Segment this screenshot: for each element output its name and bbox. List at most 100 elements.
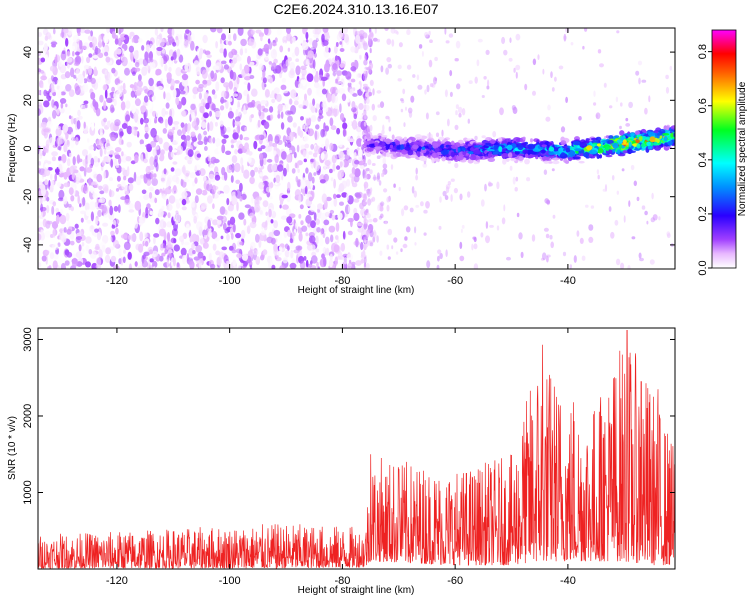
- heatmap-cell: [411, 186, 415, 194]
- heatmap-cell: [75, 51, 80, 56]
- heatmap-cell: [150, 170, 154, 180]
- heatmap-cell: [40, 211, 43, 217]
- heatmap-cell: [320, 228, 323, 236]
- heatmap-cell: [596, 169, 600, 175]
- heatmap-cell: [338, 256, 345, 260]
- heatmap-cell: [190, 103, 196, 111]
- heatmap-cell: [193, 215, 198, 224]
- heatmap-cell: [623, 215, 626, 223]
- heatmap-cell: [133, 81, 138, 91]
- heatmap-cell: [63, 227, 67, 233]
- heatmap-cell: [156, 135, 160, 142]
- heatmap-cell: [314, 145, 321, 155]
- heatmap-cell: [235, 248, 242, 254]
- heatmap-cell: [336, 33, 342, 41]
- heatmap-cell: [372, 217, 378, 223]
- heatmap-cell: [389, 151, 397, 155]
- heatmap-cell: [453, 187, 458, 194]
- heatmap-cell: [93, 143, 97, 151]
- heatmap-cell: [244, 142, 250, 150]
- heatmap-cell: [267, 38, 271, 44]
- heatmap-cell: [285, 110, 292, 116]
- heatmap-cell: [69, 166, 74, 174]
- heatmap-cell: [118, 28, 124, 33]
- heatmap-cell: [191, 32, 195, 41]
- heatmap-cell: [279, 45, 284, 53]
- heatmap-cell: [45, 250, 50, 255]
- heatmap-cell: [130, 233, 137, 242]
- heatmap-cell: [333, 178, 336, 189]
- heatmap-cell: [225, 150, 232, 155]
- heatmap-cell: [588, 224, 594, 231]
- heatmap-cell: [90, 211, 94, 222]
- heatmap-cell: [374, 146, 383, 150]
- heatmap-cell: [503, 49, 508, 56]
- heatmap-cell: [551, 157, 560, 161]
- heatmap-cell: [175, 67, 182, 77]
- heatmap-cell: [201, 202, 208, 209]
- heatmap-cell: [364, 66, 368, 70]
- heatmap-cell: [99, 197, 106, 203]
- heatmap-cell: [144, 51, 149, 61]
- heatmap-cell: [473, 243, 478, 250]
- heatmap-cell: [281, 77, 287, 83]
- heatmap-cell: [276, 93, 282, 103]
- heatmap-cell: [234, 120, 241, 127]
- heatmap-cell: [298, 194, 302, 203]
- heatmap-cell: [55, 125, 62, 130]
- heatmap-cell: [633, 180, 637, 187]
- heatmap-cell: [145, 206, 149, 216]
- heatmap-cell: [178, 31, 184, 36]
- heatmap-cell: [602, 188, 607, 192]
- heatmap-cell: [330, 177, 334, 182]
- heatmap-cell: [468, 80, 473, 84]
- heatmap-cell: [542, 68, 545, 75]
- heatmap-cell: [144, 232, 148, 238]
- heatmap-cell: [454, 124, 459, 130]
- heatmap-cell: [153, 236, 156, 245]
- heatmap-cell: [172, 161, 178, 165]
- heatmap-cell: [608, 135, 614, 140]
- heatmap-cell: [293, 100, 299, 106]
- heatmap-cell: [378, 215, 382, 220]
- heatmap-cell: [485, 235, 490, 244]
- heatmap-cell: [183, 38, 188, 49]
- heatmap-cell: [514, 187, 518, 192]
- heatmap-cell: [95, 257, 102, 268]
- snr-y-tick-label: 1000: [22, 480, 34, 504]
- heatmap-cell: [45, 54, 48, 62]
- heatmap-cell: [40, 75, 48, 81]
- heatmap-cell: [60, 234, 67, 243]
- heatmap-cell: [440, 144, 445, 149]
- heatmap-cell: [80, 103, 83, 109]
- heatmap-cell: [609, 105, 613, 109]
- heatmap-cell: [355, 237, 359, 248]
- heatmap-cell: [231, 249, 237, 254]
- heatmap-cell: [582, 45, 585, 50]
- heatmap-cell: [240, 229, 246, 239]
- heatmap-cell: [450, 178, 455, 182]
- heatmap-cell: [473, 237, 477, 243]
- heatmap-cell: [388, 126, 392, 132]
- colorbar-tick-label: 0.2: [697, 206, 709, 221]
- heatmap-cell: [85, 209, 91, 217]
- heatmap-cell: [137, 38, 143, 43]
- heatmap-cell: [280, 215, 288, 220]
- heatmap-cell: [254, 203, 261, 213]
- heatmap-cell: [49, 252, 55, 260]
- heatmap-cell: [321, 33, 325, 43]
- heatmap-cell: [219, 48, 224, 54]
- heatmap-cell: [234, 162, 241, 173]
- heatmap-cell: [565, 96, 568, 103]
- heatmap-cell: [305, 167, 309, 174]
- heatmap-cell: [454, 58, 459, 62]
- heatmap-cell: [425, 201, 430, 209]
- heatmap-cell: [298, 214, 302, 219]
- heatmap-cell: [236, 56, 242, 62]
- heatmap-cell: [226, 260, 231, 265]
- heatmap-cell: [214, 110, 221, 118]
- heatmap-cell: [486, 149, 495, 152]
- heatmap-cell: [302, 28, 307, 35]
- heatmap-cell: [244, 76, 251, 81]
- heatmap-cell: [249, 212, 255, 219]
